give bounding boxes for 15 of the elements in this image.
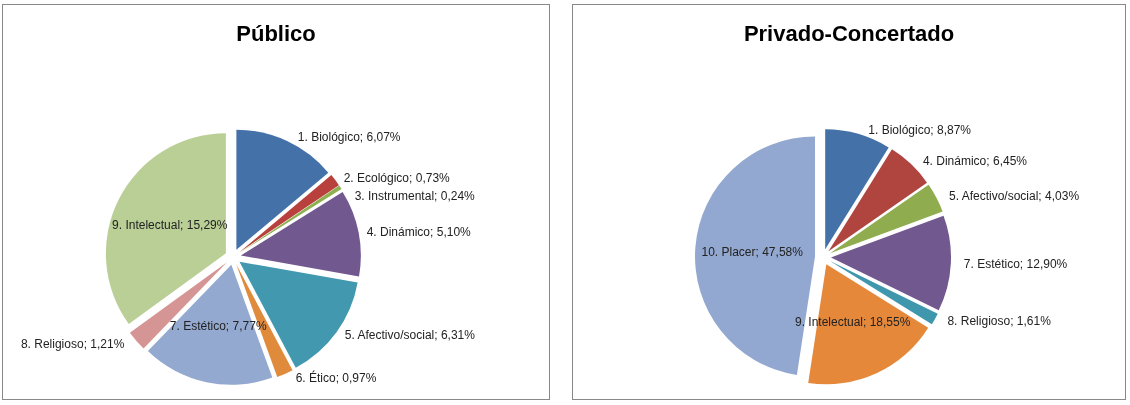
slice-label: 6. Ético; 0,97%: [295, 369, 377, 385]
slice-label: 4. Dinámico; 5,10%: [366, 224, 472, 239]
slice-label: 3. Instrumental; 0,24%: [354, 189, 476, 204]
slice-label: 1. Biológico; 8,87%: [868, 123, 972, 138]
slice-label: 2. Ecológico; 0,73%: [343, 170, 451, 185]
slice-label: 4. Dinámico; 6,45%: [922, 154, 1028, 169]
chart-title: Público: [236, 20, 316, 46]
chart-title: Privado-Concertado: [743, 20, 955, 46]
slice-label: 8. Religioso; 1,21%: [20, 336, 125, 351]
slice-label: 5. Afectivo/social; 4,03%: [948, 188, 1080, 203]
slice-label: 5. Afectivo/social; 6,31%: [344, 327, 476, 342]
slice-label: 7. Estético; 12,90%: [963, 256, 1068, 271]
slice-label: 8. Religioso; 1,61%: [947, 314, 1052, 329]
slice-label: 1. Biológico; 6,07%: [297, 130, 401, 145]
slice-label: 10. Placer; 47,58%: [701, 244, 804, 259]
